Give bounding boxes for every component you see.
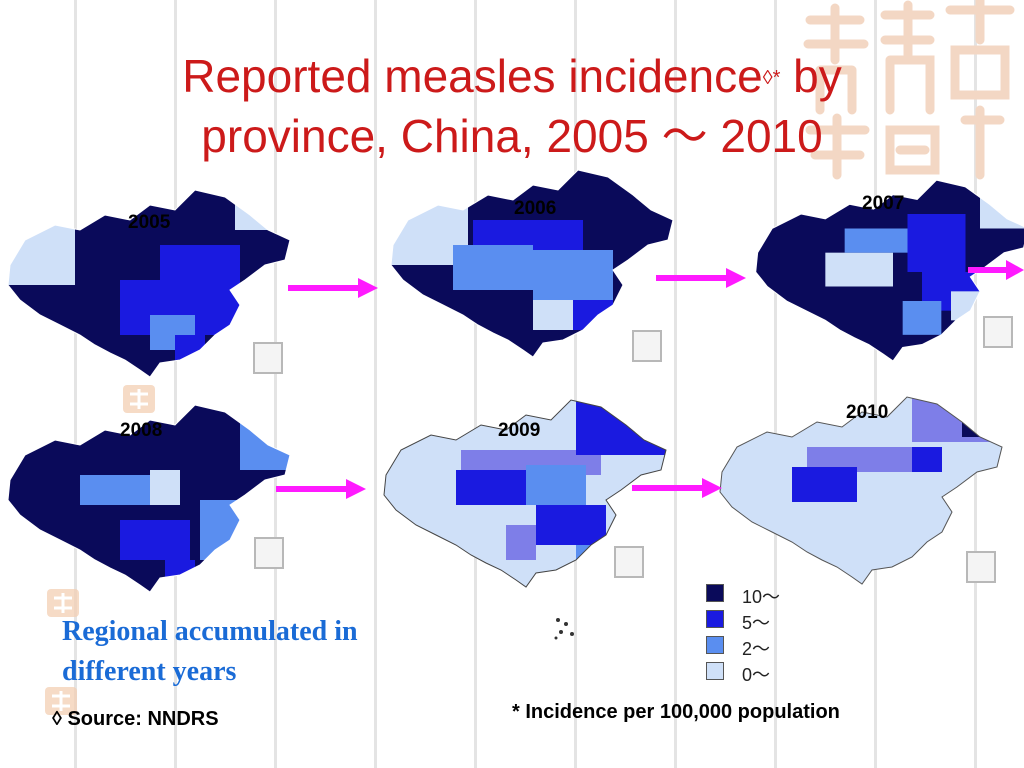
legend-label: 0～ xyxy=(742,665,771,685)
map-2008 xyxy=(7,404,291,593)
map-2005 xyxy=(7,189,291,378)
inset-south-china-sea-2007 xyxy=(983,316,1013,348)
map-2006 xyxy=(390,169,674,358)
map-2010 xyxy=(719,396,1003,585)
arrow-icon xyxy=(656,268,746,288)
title-superscript: ◊* xyxy=(762,67,781,89)
regional-caption-line1: Regional accumulated in xyxy=(62,616,358,647)
arrow-icon xyxy=(276,479,366,499)
legend-label: 5～ xyxy=(742,613,771,633)
title-line1: Reported measles incidence xyxy=(182,50,763,102)
year-label-2006: 2006 xyxy=(514,198,557,219)
arrow-icon xyxy=(632,478,722,498)
inset-south-china-sea-2006 xyxy=(632,330,662,362)
slide-title: Reported measles incidence◊* by province… xyxy=(0,46,1024,166)
legend-item: 2～ xyxy=(706,636,816,659)
source-note: ◊ Source: NNDRS xyxy=(52,708,219,730)
title-line1-end: by xyxy=(780,50,842,102)
seal-watermark xyxy=(803,0,1015,180)
year-label-2005: 2005 xyxy=(128,212,171,233)
year-label-2009: 2009 xyxy=(498,420,541,441)
title-line2: province, China, 2005 ～ 2010 xyxy=(201,110,823,162)
legend-swatch xyxy=(706,636,724,654)
islands-icon xyxy=(554,618,574,640)
inset-south-china-sea-2009 xyxy=(614,546,644,578)
stamp-icon xyxy=(47,589,79,617)
regional-caption-line2: different years xyxy=(62,656,237,687)
legend-item: 10～ xyxy=(706,584,816,607)
legend-swatch xyxy=(706,610,724,628)
arrow-icon xyxy=(968,260,1024,280)
map-2007 xyxy=(755,179,1024,362)
inset-south-china-sea-2010 xyxy=(966,551,996,583)
regional-caption: Regional accumulated in different years xyxy=(62,612,442,692)
legend-swatch xyxy=(706,662,724,680)
year-label-2008: 2008 xyxy=(120,420,163,441)
year-label-2007: 2007 xyxy=(862,193,905,214)
stamp-icon xyxy=(123,385,155,413)
incidence-footnote: * Incidence per 100,000 population xyxy=(512,701,840,723)
stamp-icon xyxy=(45,687,77,715)
legend-item: 0～ xyxy=(706,662,816,685)
legend-item: 5～ xyxy=(706,610,816,633)
arrow-icon xyxy=(288,278,378,298)
legend-label: 2～ xyxy=(742,639,771,659)
legend-swatch xyxy=(706,584,724,602)
inset-south-china-sea-2005 xyxy=(253,342,283,374)
inset-south-china-sea-2008 xyxy=(254,537,284,569)
legend-label: 10～ xyxy=(742,587,781,607)
year-label-2010: 2010 xyxy=(846,402,889,423)
